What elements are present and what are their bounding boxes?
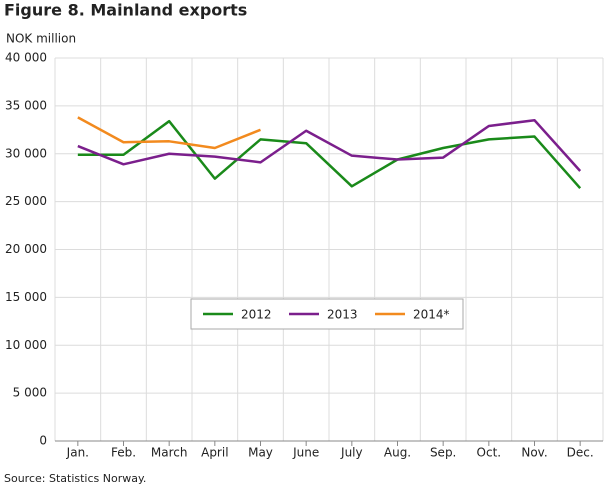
x-tick-label: Aug. (384, 446, 411, 460)
x-tick-label: April (201, 446, 228, 460)
x-tick-label: July (340, 446, 363, 460)
y-tick-label: 0 (39, 434, 47, 448)
x-tick-label: Sep. (430, 446, 456, 460)
chart-title: Figure 8. Mainland exports (4, 1, 247, 20)
y-tick-label: 10 000 (5, 338, 47, 352)
x-tick-label: May (248, 446, 273, 460)
x-tick-label: Feb. (111, 446, 136, 460)
x-tick-label: Dec. (567, 446, 594, 460)
x-tick-label: Nov. (521, 446, 547, 460)
x-tick-label: Oct. (477, 446, 502, 460)
legend-box (190, 298, 464, 330)
series-line (77, 118, 582, 172)
y-tick-label: 5 000 (13, 386, 47, 400)
legend: 2012 2013 2014* (190, 298, 464, 330)
series-line (77, 119, 582, 190)
y-tick-label: 35 000 (5, 98, 47, 112)
x-tick-label: June (292, 446, 319, 460)
y-tick-label: 25 000 (5, 194, 47, 208)
y-axis-label: NOK million (6, 32, 76, 46)
legend-label: 2012 (241, 308, 272, 322)
legend-label: 2013 (327, 308, 358, 322)
y-tick-label: 20 000 (5, 242, 47, 256)
source: Source: Statistics Norway. (4, 472, 146, 485)
y-tick-label: 30 000 (5, 146, 47, 160)
y-tick-label: 40 000 (5, 51, 47, 65)
series-line (77, 116, 261, 150)
x-tick-label: Jan. (66, 446, 89, 460)
legend-label: 2014* (413, 308, 450, 322)
x-tick-label: March (151, 446, 188, 460)
y-tick-label: 15 000 (5, 290, 47, 304)
